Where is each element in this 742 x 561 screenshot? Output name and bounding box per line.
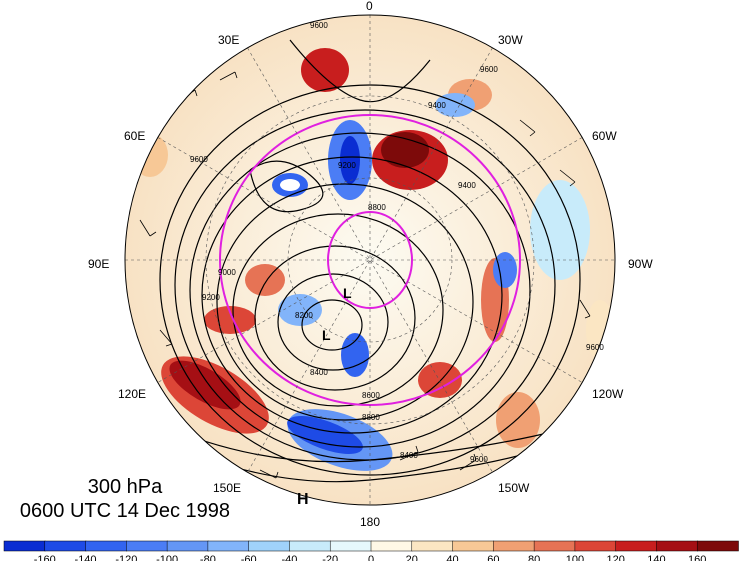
contour-label: 9600 — [480, 65, 498, 74]
colorbar-swatch — [3, 540, 46, 552]
colorbar-tick-label: 40 — [446, 554, 458, 561]
lon-label-90e: 90E — [88, 257, 109, 271]
colorbar-tick-label: -20 — [322, 554, 338, 561]
contour-label: 8200 — [295, 311, 313, 320]
colorbar-tick-label: 80 — [528, 554, 540, 561]
colorbar-tick-label: -120 — [115, 554, 137, 561]
contour-label: 8800 — [362, 413, 380, 422]
colorbar-swatch — [493, 540, 535, 552]
colorbar-swatch — [370, 540, 413, 552]
contour-label: 9600 — [586, 343, 604, 352]
graticule — [125, 15, 615, 505]
colorbar-tick-label: -80 — [200, 554, 216, 561]
colorbar-swatch — [656, 540, 698, 552]
pressure-level-title: 300 hPa — [87, 476, 163, 498]
colorbar-tick-label: 160 — [688, 554, 706, 561]
contour-label: 9400 — [428, 101, 446, 110]
colorbar-tick-label: -60 — [241, 554, 257, 561]
colorbar-swatch — [289, 540, 331, 552]
colorbar-tick-label: 0 — [368, 554, 374, 561]
colorbar-swatch — [85, 540, 128, 552]
lon-label-150e: 150E — [213, 481, 241, 495]
colorbar-tick-label: -160 — [34, 554, 56, 561]
contour-label: 9000 — [218, 268, 236, 277]
lon-label-120e: 120E — [118, 387, 146, 401]
anomaly-shading — [132, 48, 614, 471]
lon-label-180: 180 — [360, 515, 380, 529]
colorbar-swatch — [615, 540, 658, 552]
high-center-marker: H — [297, 491, 309, 508]
colorbar-swatch — [452, 540, 495, 552]
colorbar-swatch — [126, 540, 168, 552]
contour-label: 8800 — [368, 203, 386, 212]
lon-label-30e: 30E — [218, 33, 239, 47]
lon-label-120w: 120W — [592, 387, 624, 401]
lon-label-150w: 150W — [498, 481, 530, 495]
low-center-marker: L — [322, 327, 331, 343]
contour-label: 9200 — [202, 293, 220, 302]
low-center-marker: L — [343, 285, 352, 301]
colorbar-swatch — [411, 540, 454, 552]
lon-label-60w: 60W — [592, 129, 617, 143]
colorbar-swatch — [574, 540, 617, 552]
map-border — [124, 14, 616, 506]
contour-label: 9600 — [470, 455, 488, 464]
colorbar-tick-label: -40 — [281, 554, 297, 561]
map-disk — [125, 15, 615, 505]
lon-label-30w: 30W — [498, 33, 523, 47]
lon-label-60e: 60E — [124, 129, 145, 143]
contour-label: 8400 — [400, 451, 418, 460]
colorbar-swatch — [696, 540, 739, 552]
colorbar-swatch — [207, 540, 250, 552]
lon-label-90w: 90W — [628, 257, 653, 271]
colorbar-swatches — [3, 540, 739, 552]
colorbar-tick-label: -100 — [156, 554, 178, 561]
colorbar-tick-label: 100 — [566, 554, 584, 561]
contour-label: 9600 — [190, 155, 208, 164]
colorbar-tick-label: 140 — [647, 554, 665, 561]
colorbar-swatch — [329, 540, 372, 552]
contour-label: 9200 — [338, 161, 356, 170]
colorbar-tick-label: 20 — [406, 554, 418, 561]
colorbar-tick-label: 60 — [487, 554, 499, 561]
colorbar-ticks: -160 -140 -120 -100 -80 -60 -40 -20 0 20 40 60 80 100… — [34, 554, 707, 561]
longitude-labels: 0 30W 60W 90W 120W 150W 180 150E 120E 90… — [88, 0, 653, 529]
colorbar-swatch — [533, 540, 576, 552]
contour-label-group: 9600 9600 9400 9200 8800 9600 9000 9200 … — [190, 21, 604, 464]
contour-label: 9600 — [310, 21, 328, 30]
contour-label: 8600 — [362, 391, 380, 400]
colorbar-tick-label: 120 — [606, 554, 624, 561]
colorbar-tick-label: -140 — [75, 554, 97, 561]
contour-label: 8400 — [310, 368, 328, 377]
valid-time-title: 0600 UTC 14 Dec 1998 — [19, 500, 231, 522]
colorbar-swatch — [44, 540, 87, 552]
lon-label-0: 0 — [366, 0, 373, 13]
colorbar-swatch — [166, 540, 209, 552]
contour-label: 9400 — [458, 181, 476, 190]
colorbar-swatch — [248, 540, 291, 552]
